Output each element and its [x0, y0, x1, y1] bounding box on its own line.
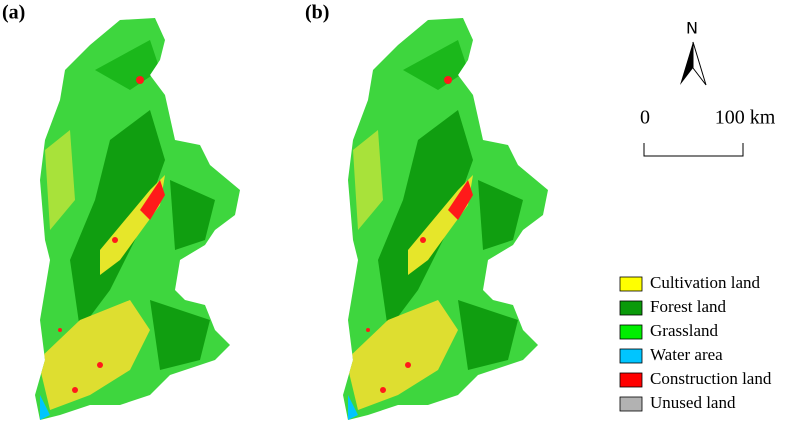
legend: Cultivation land Forest land Grassland Wate… [619, 273, 772, 412]
map-a [0, 0, 260, 433]
legend-label: Water area [650, 345, 723, 364]
legend-swatch [619, 348, 643, 364]
scale-bar [643, 143, 744, 157]
map-b [308, 0, 568, 433]
legend-label: Construction land [650, 369, 772, 388]
legend-swatch [619, 300, 643, 316]
panel-label: (b) [305, 2, 329, 24]
legend-label: Unused land [650, 393, 736, 412]
panel-label: (a) [2, 2, 25, 24]
north-label: N [686, 19, 698, 38]
scale-label: 0 [640, 107, 650, 129]
north-arrow [680, 42, 693, 85]
legend-swatch [619, 276, 643, 292]
legend-swatch [619, 372, 643, 388]
north-arrow [692, 41, 707, 86]
legend-swatch [619, 324, 643, 340]
legend-label: Cultivation land [650, 273, 761, 292]
scale-label: 100 km [715, 107, 776, 129]
legend-label: Grassland [650, 321, 718, 340]
legend-swatch [619, 396, 643, 412]
legend-label: Forest land [650, 297, 727, 316]
